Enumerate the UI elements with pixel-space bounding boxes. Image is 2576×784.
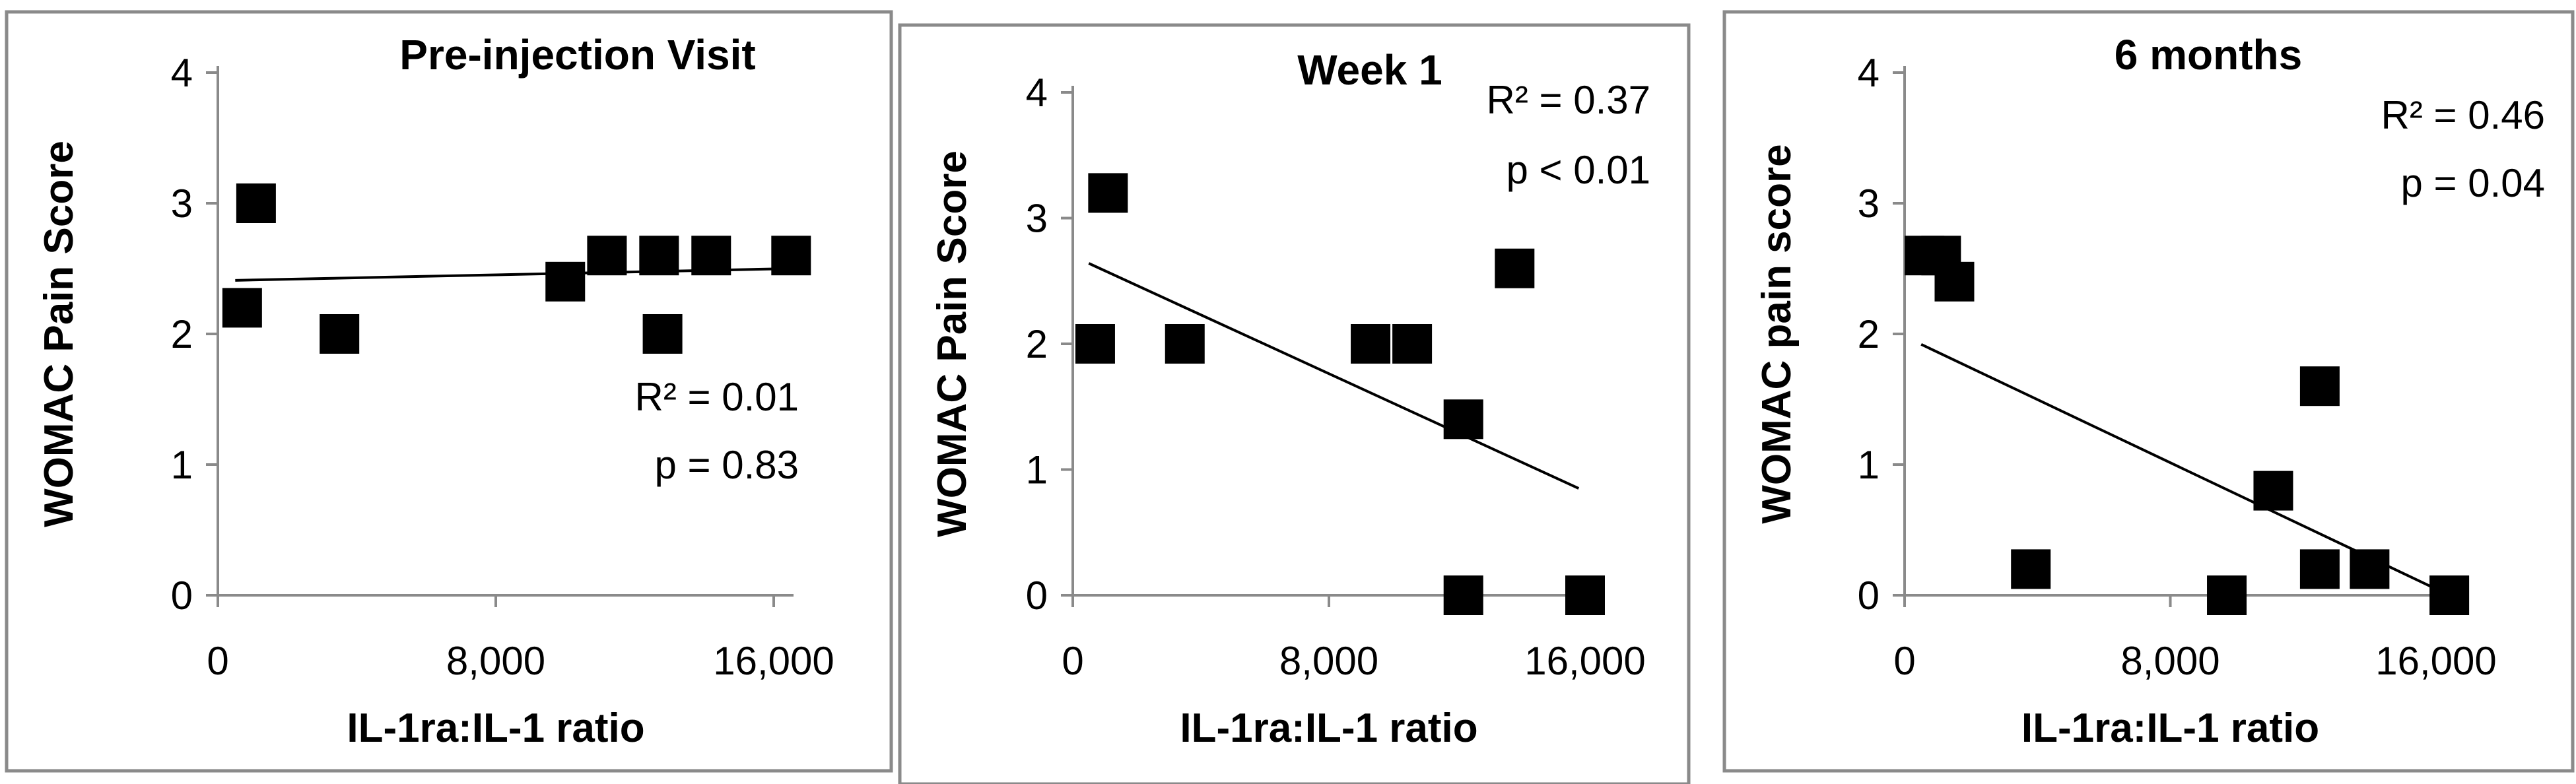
y-tick-label: 2 [1026,322,1048,366]
data-point [2429,575,2470,615]
y-tick-label: 1 [1858,443,1880,487]
data-point [1392,324,1433,364]
y-tick-label: 3 [1026,197,1048,241]
data-point [642,314,683,354]
data-point [587,236,627,276]
data-point [1443,399,1483,440]
panel-frame [5,10,893,773]
y-tick-label: 2 [171,312,193,356]
data-point [2207,575,2247,615]
chart-title: 6 months [2115,31,2302,79]
r-squared-label: R² = 0.37 [1487,78,1650,122]
r-squared-label: R² = 0.46 [2381,93,2545,137]
p-value-label: p < 0.01 [1506,148,1650,192]
y-tick-label: 1 [1026,448,1048,492]
data-point [320,314,360,354]
p-value-label: p = 0.83 [654,443,799,487]
data-point [236,183,276,223]
data-point [1165,324,1205,364]
data-point [1565,575,1605,615]
data-point [1443,575,1483,615]
y-tick-label: 2 [1858,312,1880,356]
y-tick-label: 0 [1858,573,1880,618]
x-tick-label: 0 [207,639,228,683]
x-tick-label: 8,000 [1279,639,1378,683]
y-axis-label: WOMAC pain score [1754,144,1800,523]
y-axis-label: WOMAC Pain Score [36,141,82,527]
data-point [771,236,811,276]
y-tick-label: 3 [1858,181,1880,226]
data-point [1934,261,1975,302]
x-tick-label: 16,000 [2375,639,2497,683]
y-tick-label: 3 [171,181,193,226]
x-tick-label: 0 [1062,639,1083,683]
data-point [2253,471,2293,511]
trendline [1088,262,1580,490]
y-tick-label: 1 [171,443,193,487]
data-point [222,288,262,328]
data-point [2011,549,2051,589]
x-tick-label: 8,000 [446,639,545,683]
data-point [2350,549,2390,589]
chart-panel-1: 0 1 2 3 4 0 8,000 16,000 Pre-injection Visit R² =… [5,10,893,773]
x-axis-label: IL-1ra:IL-1 ratio [2021,705,2319,751]
x-tick-label: 8,000 [2120,639,2220,683]
data-point [1351,324,1391,364]
panel-frame [898,23,1691,784]
r-squared-label: R² = 0.01 [635,375,799,419]
panel-frame [1722,10,2575,773]
chart-panel-3: 0 1 2 3 4 0 8,000 16,000 6 months R² = 0.46 p = 0.… [1722,10,2575,773]
data-point [1495,248,1535,288]
data-point [691,236,731,276]
chart-title: Pre-injection Visit [399,31,755,79]
x-axis-label: IL-1ra:IL-1 ratio [347,705,644,751]
p-value-label: p = 0.04 [2400,161,2545,205]
y-tick-label: 0 [1026,573,1048,618]
data-point [1088,173,1128,213]
chart-title: Week 1 [1297,46,1442,94]
y-axis-label: WOMAC Pain Score [930,150,975,537]
data-point [2299,366,2340,407]
y-tick-label: 4 [171,51,193,95]
chart-panel-2: 0 1 2 3 4 0 8,000 16,000 Week 1 R² = 0.37 p < 0.01… [898,23,1691,784]
data-point [1075,324,1115,364]
x-axis-label: IL-1ra:IL-1 ratio [1180,705,1477,751]
data-point [2299,549,2340,589]
x-tick-label: 16,000 [713,639,834,683]
x-tick-label: 0 [1893,639,1915,683]
x-tick-label: 16,000 [1524,639,1646,683]
data-point [545,261,586,302]
y-tick-label: 0 [171,573,193,618]
data-point [639,236,679,276]
y-tick-label: 4 [1026,71,1048,115]
y-tick-label: 4 [1858,51,1880,95]
